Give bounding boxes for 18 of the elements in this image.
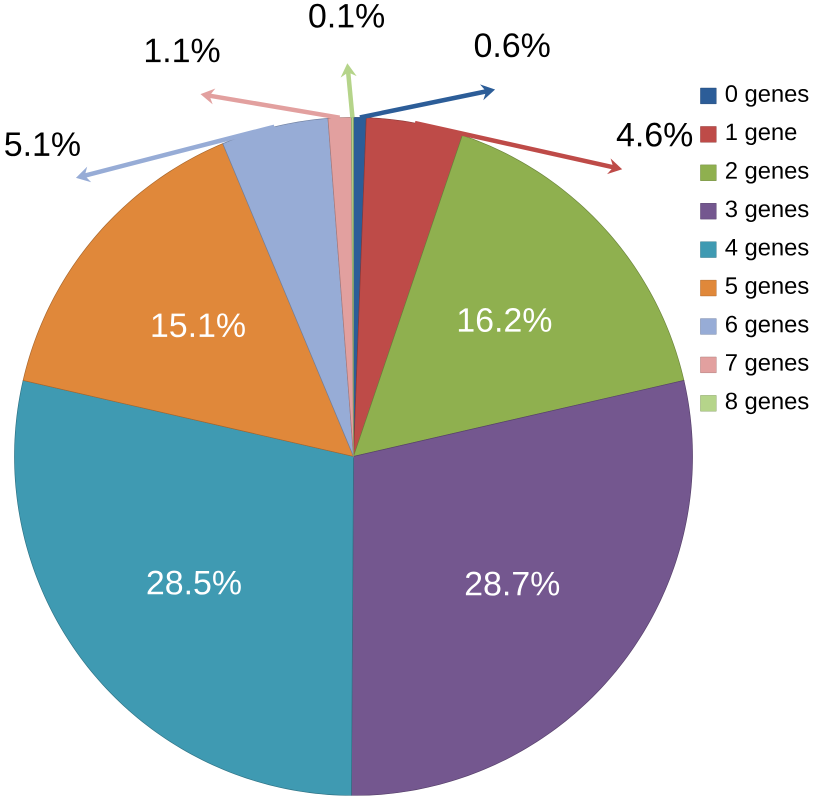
- legend-label: 0 genes: [726, 85, 808, 107]
- data-label: 0.1%: [309, 4, 384, 28]
- data-label: 15.1%: [152, 313, 245, 338]
- legend-label: 5 genes: [726, 278, 808, 299]
- legend-label: 4 genes: [725, 239, 808, 260]
- legend-label: 3 genes: [726, 200, 808, 222]
- data-label: 16.2%: [458, 308, 552, 332]
- legend-label: 2 genes: [726, 162, 808, 184]
- data-label: 1.1%: [146, 38, 220, 62]
- legend-label: 7 genes: [726, 354, 808, 376]
- legend-label: 8 genes: [726, 392, 808, 414]
- data-label: 28.7%: [466, 572, 560, 596]
- legend-label: 6 genes: [726, 316, 808, 338]
- data-label: 28.5%: [148, 570, 241, 595]
- legend-label: 1 gene: [726, 124, 796, 146]
- data-label: 5.1%: [5, 132, 80, 156]
- data-label: 4.6%: [616, 122, 692, 147]
- data-label: 0.6%: [474, 33, 550, 58]
